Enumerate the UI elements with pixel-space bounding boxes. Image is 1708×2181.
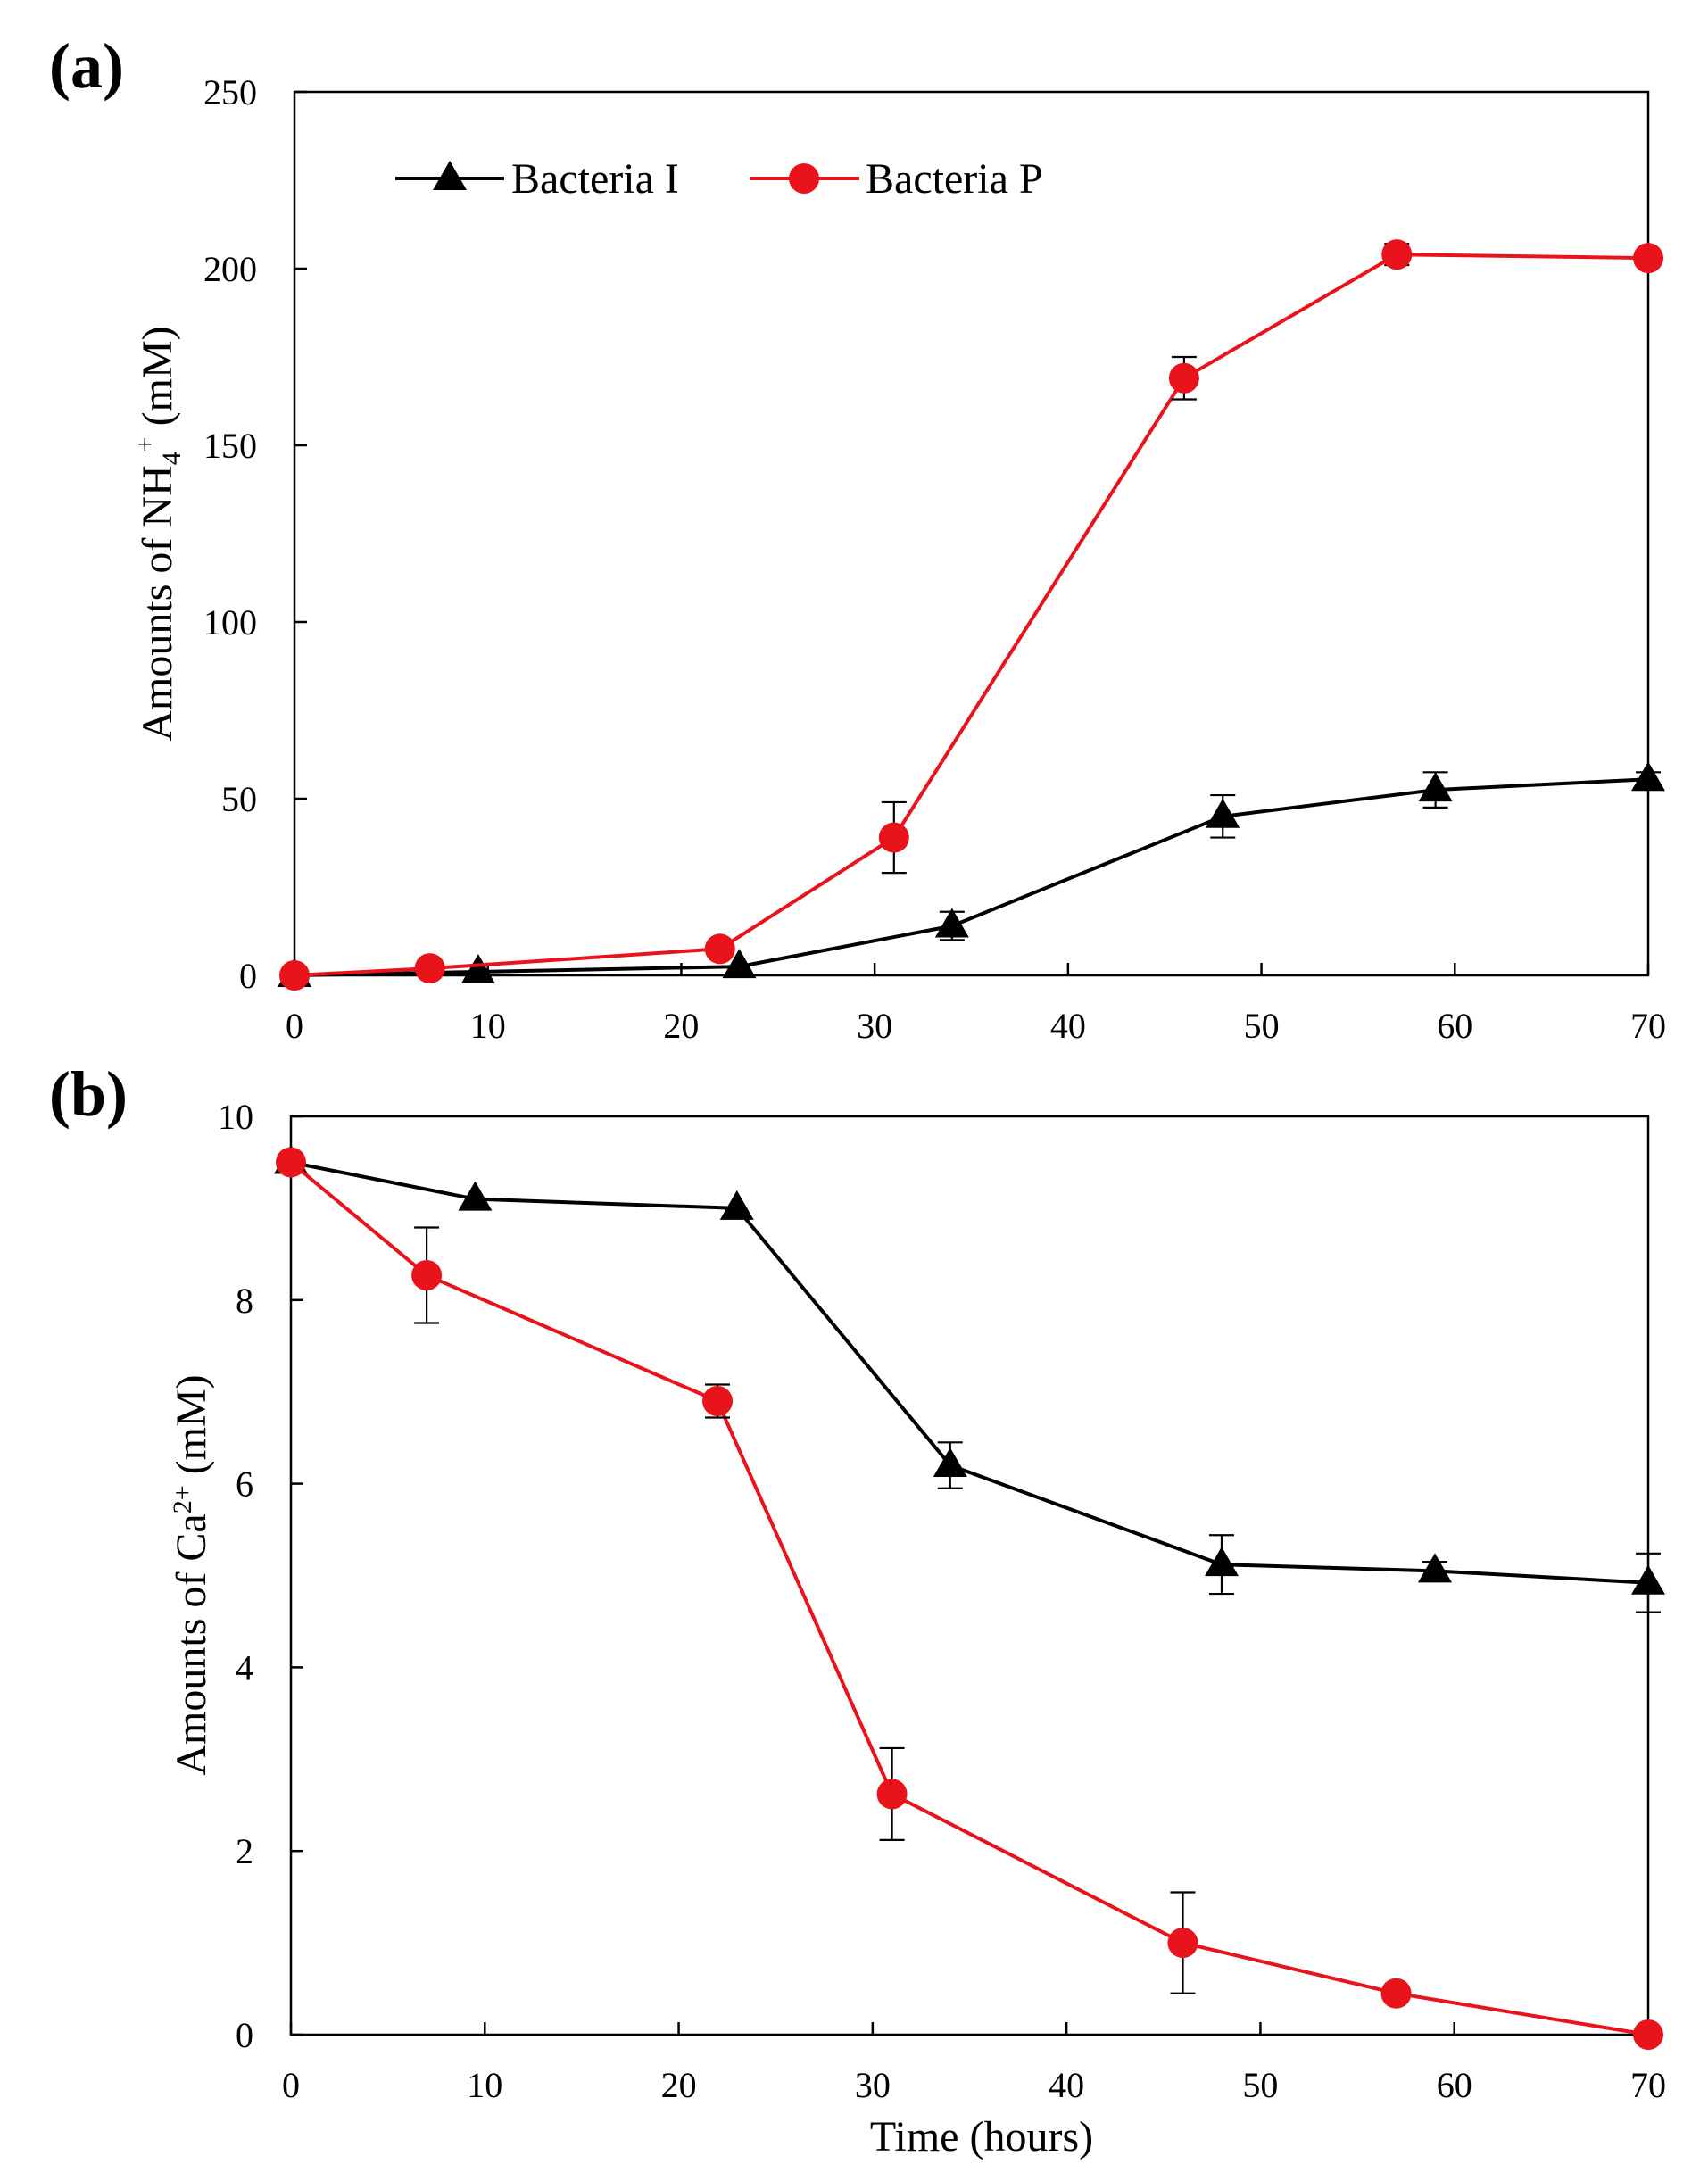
data-point-bacteria-i-a	[460, 954, 495, 984]
series-layer-b	[274, 1144, 1665, 2050]
panel-a-chart: (a) 0 10 20 30 40 50 60 70 0 50 100 150 200 250 Amoun…	[49, 30, 1666, 1046]
data-point-bacteria-i-b	[1631, 1564, 1665, 1595]
data-point-bacteria-i-a	[722, 949, 757, 979]
panel-label-b: (b)	[49, 1058, 128, 1130]
y-tick-label-a: 200	[203, 249, 257, 289]
series-line-bacteria-i-a	[294, 777, 1649, 977]
x-tick-label-b: 70	[1630, 2065, 1666, 2105]
x-tick-label-a: 20	[663, 1006, 699, 1046]
legend-label-bacteria-p: Bacteria P	[866, 155, 1043, 203]
x-tick-label-b: 20	[661, 2065, 697, 2105]
legend: Bacteria I Bacteria P	[395, 155, 1043, 203]
data-point-bacteria-p-b	[1633, 2019, 1663, 2050]
data-point-bacteria-p-b	[1167, 1928, 1198, 1959]
data-point-bacteria-i-a	[1206, 798, 1240, 828]
y-axis-title-a-sup: +	[130, 436, 160, 452]
y-tick-label-b: 8	[236, 1281, 253, 1321]
x-tick-label-b: 30	[855, 2065, 891, 2105]
data-point-bacteria-p-b	[411, 1260, 443, 1291]
x-axis-title-b: Time (hours)	[870, 2113, 1093, 2160]
y-axis-title-a-suffix: (mM)	[134, 326, 181, 436]
data-point-bacteria-i-a	[934, 908, 969, 938]
y-axis-title-b-sup: 2+	[168, 1485, 197, 1513]
x-tick-label-a: 70	[1630, 1006, 1666, 1046]
y-tick-label-b: 4	[236, 1647, 253, 1688]
y-tick-label-b: 2	[236, 1831, 253, 1871]
data-point-bacteria-p-a	[1633, 243, 1663, 274]
panel-b-chart: (b) 0 10 20 30 40 50 60 70 0 2 4 6 8 10 Amounts of Ca…	[49, 1058, 1666, 2160]
data-point-bacteria-i-b	[1417, 1553, 1452, 1583]
legend-marker-bacteria-p	[789, 163, 819, 194]
plot-frame-a	[293, 90, 1650, 977]
data-point-bacteria-p-b	[1380, 1978, 1412, 2009]
data-point-bacteria-p-a	[414, 953, 445, 984]
data-point-bacteria-p-a	[878, 822, 909, 853]
data-point-bacteria-p-a	[279, 960, 310, 991]
x-tick-label-a: 50	[1244, 1006, 1280, 1046]
y-tick-label-b: 10	[218, 1097, 253, 1137]
y-tick-label-a: 250	[203, 72, 257, 112]
y-tick-label-b: 6	[236, 1464, 253, 1505]
data-point-bacteria-i-b	[458, 1181, 493, 1211]
x-tick-label-a: 0	[286, 1006, 303, 1046]
x-tick-label-a: 30	[857, 1006, 892, 1046]
legend-marker-bacteria-i	[433, 161, 467, 190]
x-tick-label-b: 60	[1437, 2065, 1472, 2105]
y-tick-label-b: 0	[236, 2015, 253, 2055]
data-point-bacteria-p-a	[1381, 239, 1413, 270]
x-tick-label-a: 40	[1050, 1006, 1086, 1046]
data-point-bacteria-p-a	[1168, 362, 1199, 394]
x-tick-label-b: 40	[1049, 2065, 1084, 2105]
y-axis-title-b-suffix: (mM)	[168, 1374, 215, 1485]
y-tick-label-a: 100	[203, 602, 257, 643]
data-point-bacteria-p-a	[704, 933, 735, 965]
series-line-bacteria-i-b	[290, 1160, 1649, 1585]
y-tick-label-a: 150	[203, 426, 257, 466]
y-axis-title-a-sub: 4	[157, 452, 187, 465]
series-layer-a	[278, 239, 1665, 991]
x-tick-label-b: 10	[467, 2065, 502, 2105]
data-point-bacteria-i-a	[1631, 761, 1665, 792]
data-point-bacteria-p-b	[702, 1385, 734, 1416]
y-tick-label-a: 0	[239, 956, 257, 996]
series-line-bacteria-p-b	[289, 1160, 1649, 2036]
series-line-bacteria-p-a	[294, 253, 1649, 977]
x-tick-label-b: 0	[282, 2065, 300, 2105]
data-point-bacteria-p-b	[876, 1779, 908, 1810]
data-point-bacteria-i-b	[933, 1447, 967, 1478]
data-point-bacteria-i-a	[1418, 772, 1453, 802]
data-point-bacteria-i-b	[719, 1190, 754, 1220]
y-axis-title-b: Amounts of Ca2+ (mM)	[168, 1374, 215, 1775]
x-tick-label-b: 50	[1242, 2065, 1278, 2105]
ticks-a: 0 10 20 30 40 50 60 70 0 50 100 150 200 250	[203, 72, 1666, 1046]
data-point-bacteria-p-b	[276, 1147, 306, 1178]
data-point-bacteria-i-b	[1204, 1547, 1239, 1577]
y-axis-title-a: Amounts of NH4+ (mM)	[130, 326, 187, 741]
y-axis-title-a-prefix: Amounts of NH	[134, 465, 181, 741]
y-tick-label-a: 50	[221, 779, 257, 819]
x-tick-label-a: 10	[470, 1006, 506, 1046]
legend-label-bacteria-i: Bacteria I	[511, 155, 679, 203]
x-tick-label-a: 60	[1437, 1006, 1472, 1046]
y-axis-title-b-prefix: Amounts of Ca	[168, 1513, 215, 1775]
panel-label-a: (a)	[49, 30, 124, 102]
ticks-b: 0 10 20 30 40 50 60 70 0 2 4 6 8 10	[218, 1097, 1666, 2105]
